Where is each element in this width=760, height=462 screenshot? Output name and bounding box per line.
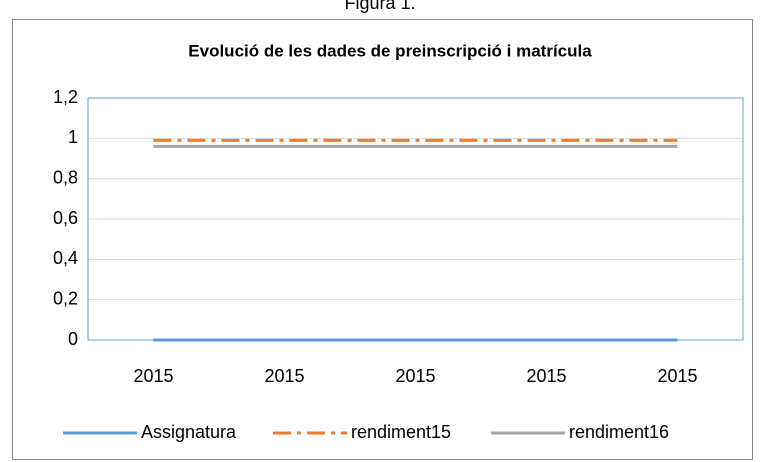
y-tick-label: 1	[68, 127, 78, 147]
x-tick-label: 2015	[526, 366, 566, 386]
y-tick-label: 1,2	[53, 87, 78, 107]
legend-label: rendiment16	[569, 422, 669, 442]
x-tick-label: 2015	[133, 366, 173, 386]
y-tick-label: 0,2	[53, 288, 78, 308]
chart-title: Evolució de les dades de preinscripció i…	[188, 41, 592, 60]
x-tick-label: 2015	[657, 366, 697, 386]
figure-caption: Figura 1.	[344, 0, 415, 13]
legend-label: rendiment15	[351, 422, 451, 442]
legend-label: Assignatura	[141, 422, 237, 442]
y-tick-label: 0	[68, 329, 78, 349]
x-tick-label: 2015	[395, 366, 435, 386]
y-tick-label: 0,8	[53, 167, 78, 187]
chart-frame	[12, 19, 753, 460]
y-tick-label: 0,4	[53, 248, 78, 268]
y-tick-label: 0,6	[53, 208, 78, 228]
x-tick-label: 2015	[264, 366, 304, 386]
